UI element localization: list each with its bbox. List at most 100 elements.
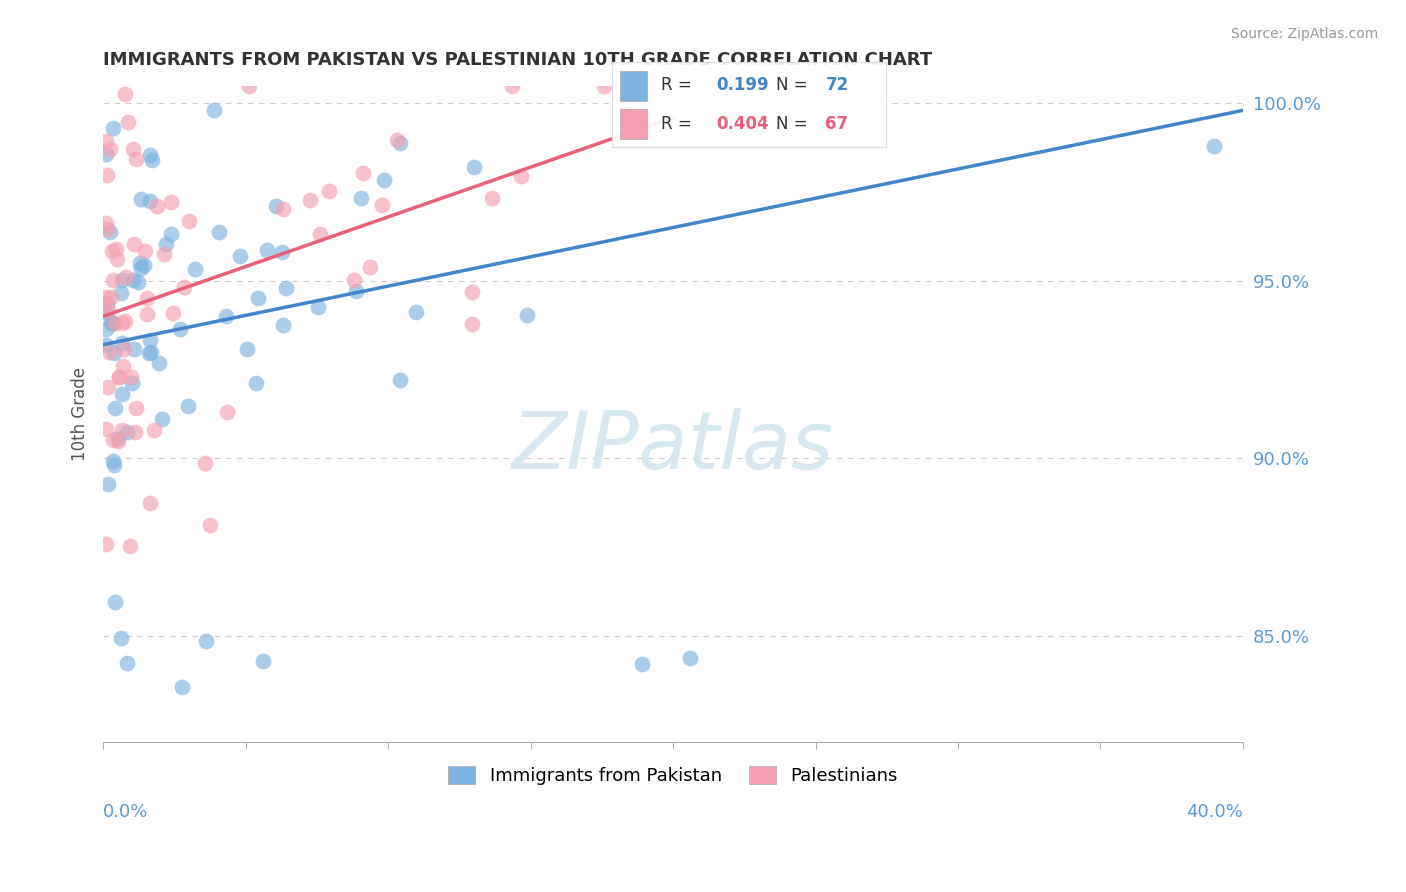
Point xyxy=(184,262,207,277)
Point xyxy=(202,103,225,118)
Point xyxy=(111,316,134,330)
Point xyxy=(198,518,221,533)
Point xyxy=(139,147,162,161)
Point xyxy=(481,191,503,205)
Point xyxy=(271,318,294,333)
Point xyxy=(256,243,278,257)
Point xyxy=(516,308,538,322)
Point xyxy=(153,247,176,261)
Point xyxy=(101,316,124,330)
Point xyxy=(107,369,129,384)
Point xyxy=(344,284,367,298)
Point xyxy=(1204,138,1226,153)
Text: 0.404: 0.404 xyxy=(716,115,769,133)
Point xyxy=(177,399,200,413)
Point xyxy=(387,133,409,147)
Point xyxy=(463,161,485,175)
Point xyxy=(96,295,118,310)
Point xyxy=(229,249,252,263)
Point xyxy=(139,345,162,359)
Point xyxy=(107,370,129,384)
Point xyxy=(371,198,394,212)
Point xyxy=(115,425,138,439)
Point xyxy=(97,476,120,491)
Point xyxy=(100,315,122,329)
Point xyxy=(461,318,484,332)
Point xyxy=(94,134,117,148)
Point xyxy=(115,270,138,285)
Point xyxy=(111,387,134,401)
Point xyxy=(101,121,124,136)
Point xyxy=(127,275,149,289)
Point xyxy=(98,345,121,359)
Point xyxy=(359,260,381,274)
Point xyxy=(132,258,155,272)
Text: N =: N = xyxy=(776,77,813,95)
Point xyxy=(101,316,124,330)
Point xyxy=(501,78,523,93)
Text: 40.0%: 40.0% xyxy=(1187,803,1243,821)
Point xyxy=(107,434,129,449)
Point xyxy=(631,657,654,672)
Point xyxy=(114,314,136,328)
Point xyxy=(139,194,162,208)
Point xyxy=(101,273,124,287)
Point xyxy=(94,290,117,304)
Point xyxy=(122,236,145,251)
Point xyxy=(94,305,117,319)
Point xyxy=(105,252,128,266)
Point xyxy=(373,173,395,187)
Point xyxy=(111,423,134,437)
Point xyxy=(177,214,200,228)
Point xyxy=(120,370,142,384)
Point xyxy=(350,191,373,205)
Point xyxy=(103,434,125,448)
Point xyxy=(679,651,702,665)
Point xyxy=(245,376,267,391)
Point xyxy=(170,681,193,695)
Point xyxy=(94,537,117,551)
Point xyxy=(94,422,117,436)
Point xyxy=(159,227,181,241)
Point xyxy=(114,87,136,102)
Point xyxy=(169,322,191,336)
Point xyxy=(593,78,616,93)
Point xyxy=(117,115,139,129)
Point xyxy=(135,291,157,305)
Text: ZIPatlas: ZIPatlas xyxy=(512,408,834,486)
Point xyxy=(94,216,117,230)
Text: N =: N = xyxy=(776,115,813,133)
Text: 0.199: 0.199 xyxy=(716,77,769,95)
Y-axis label: 10th Grade: 10th Grade xyxy=(72,367,89,461)
Point xyxy=(246,291,269,305)
Point xyxy=(236,342,259,356)
Point xyxy=(138,345,160,359)
Point xyxy=(150,412,173,426)
Text: 0.0%: 0.0% xyxy=(103,803,149,821)
Point xyxy=(217,405,239,419)
Point xyxy=(139,333,162,347)
Point xyxy=(103,458,125,472)
Point xyxy=(146,199,169,213)
Point xyxy=(100,289,122,303)
Point xyxy=(105,242,128,256)
Point xyxy=(155,237,177,252)
Bar xyxy=(620,71,647,101)
Point xyxy=(271,244,294,259)
Point xyxy=(389,373,412,387)
Point xyxy=(136,307,159,321)
Point xyxy=(195,634,218,648)
Point xyxy=(121,142,143,156)
Point xyxy=(194,457,217,471)
Point xyxy=(112,342,135,356)
Legend: Immigrants from Pakistan, Palestinians: Immigrants from Pakistan, Palestinians xyxy=(441,759,905,792)
Point xyxy=(112,359,135,373)
Point xyxy=(352,166,374,180)
Point xyxy=(96,222,118,236)
Point xyxy=(97,303,120,318)
Text: R =: R = xyxy=(661,77,697,95)
Point xyxy=(134,244,156,259)
Text: 72: 72 xyxy=(825,77,849,95)
Point xyxy=(125,152,148,166)
Point xyxy=(104,594,127,608)
